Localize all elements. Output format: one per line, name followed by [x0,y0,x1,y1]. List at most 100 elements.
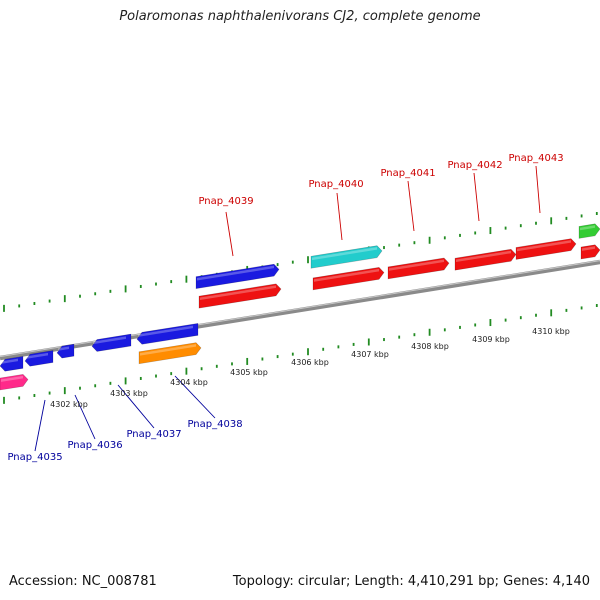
gene-box-pnap-4039-a [195,263,280,289]
gene-box-pnap-4039-a-shine [197,265,274,281]
lower-tick [443,328,446,332]
lower-tick [474,323,477,327]
topology-text: Topology: circular; Length: 4,410,291 bp… [232,574,590,589]
gene-label-top[interactable]: Pnap_4040 [308,179,363,190]
gene-box-pnap-4036-shine [58,346,69,351]
upper-tick [443,236,446,240]
feature-track [0,223,600,391]
upper-tick [595,212,598,216]
lower-tick [367,338,370,346]
gene-box-pnap-4034 [0,355,24,372]
upper-tick [124,285,127,293]
gene-label-bottom[interactable]: Pnap_4035 [7,452,62,463]
gene-box-pnap-4035 [24,350,54,367]
gene-box-pnap-4044 [580,244,600,260]
lower-tick-track [3,304,598,404]
upper-tick [291,260,294,264]
callout-line-top [225,211,234,257]
gene-box-pnap-4038 [136,322,199,345]
upper-tick [398,243,401,247]
gene-box-pnap-4043 [515,238,577,260]
lower-tick [231,362,233,366]
lower-tick [535,313,537,317]
gene-box-pnap-4038-b [138,342,202,365]
lower-tick [18,396,21,400]
upper-tick [33,301,36,305]
upper-tick [48,299,51,303]
gene-box-pnap-4040-a-shine [312,247,377,261]
upper-tick [519,224,522,228]
gene-box-pnap-4043-shine [517,240,571,252]
lower-tick [124,377,127,385]
accession-text: Accession: NC_008781 [9,574,157,589]
lower-tick [48,391,51,395]
callout-line-bottom [117,384,155,429]
lower-tick [3,396,5,404]
gene-label-bottom[interactable]: Pnap_4036 [67,440,122,451]
gene-box-pink [0,373,29,391]
callout-line-top [407,180,415,232]
lower-tick [337,345,340,349]
lower-tick [185,367,188,375]
lower-tick [519,316,522,320]
upper-tick [474,231,477,235]
gene-label-top[interactable]: Pnap_4041 [380,168,435,179]
gene-box-pnap-4041-shine [389,259,444,271]
lower-tick [276,355,279,359]
callout-lines [34,165,541,452]
gene-box-pnap-4038-b-shine [140,344,196,356]
lower-tick [352,342,355,346]
callout-line-bottom [174,375,216,419]
lower-tick [565,308,568,312]
lower-tick [170,372,173,376]
gene-box-pnap-4037 [91,333,132,352]
gene-label-bottom[interactable]: Pnap_4037 [126,429,181,440]
lower-tick [215,364,218,368]
gene-box-pnap-4041 [387,257,450,280]
gene-label-top[interactable]: Pnap_4043 [508,153,563,164]
kbp-label: 4310 kbp [532,327,570,336]
kbp-label: 4302 kbp [50,400,88,409]
gene-box-pnap-4040-a [310,245,383,269]
callout-line-bottom [34,399,46,452]
lower-tick [94,384,97,388]
gene-label-top[interactable]: Pnap_4039 [198,196,253,207]
gene-box-pnap-4038-shine [138,325,193,337]
lower-tick [33,393,36,397]
lower-tick [63,387,66,395]
upper-tick [185,275,188,283]
lower-tick [550,309,553,317]
upper-tick [276,263,279,267]
gene-box-pnap-4043-next [578,223,600,239]
lower-tick [109,381,112,385]
gene-box-pnap-4037-shine [93,336,126,345]
lower-tick [428,328,431,336]
kbp-label: 4305 kbp [230,368,268,377]
callout-line-top [473,172,480,222]
gene-label-bottom[interactable]: Pnap_4038 [187,419,242,430]
lower-tick [291,352,294,356]
upper-tick [504,226,507,230]
lower-tick [139,376,142,380]
lower-tick [307,348,309,356]
kbp-label: 4307 kbp [351,350,389,359]
upper-tick [459,233,461,237]
lower-tick [261,357,264,361]
lower-tick [246,357,249,365]
upper-tick [79,294,81,298]
upper-tick [383,246,385,250]
upper-tick [565,216,568,220]
upper-tick [63,295,66,303]
genome-backbone-highlight [0,260,600,358]
upper-tick [489,227,492,235]
lower-tick [413,333,416,337]
kbp-labels: 4302 kbp 4303 kbp 4304 kbp 4305 kbp 4306 kbp… [50,327,570,409]
gene-box-pnap-4039-b-shine [200,285,276,300]
gene-box-pnap-4044-shine [582,246,595,251]
gene-label-top[interactable]: Pnap_4042 [447,160,502,171]
upper-tick [170,280,173,284]
map-title: Polaromonas naphthalenivorans CJ2, compl… [119,9,481,24]
upper-tick [307,256,309,264]
upper-tick [535,221,537,225]
upper-tick [580,214,583,218]
